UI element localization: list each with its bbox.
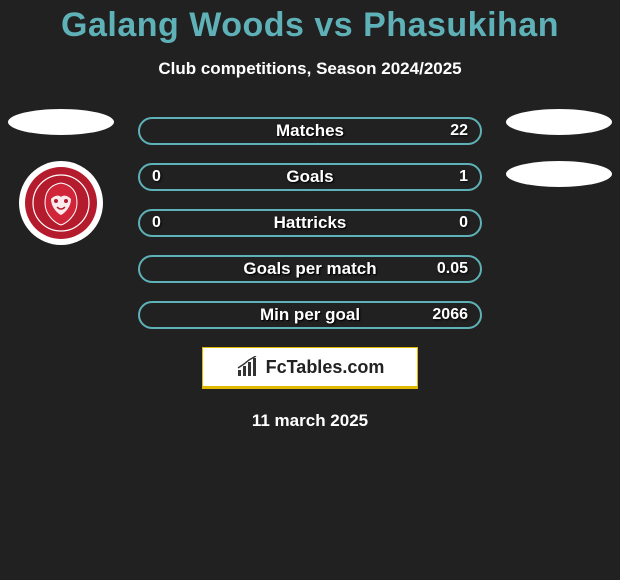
stat-label: Goals: [286, 167, 333, 187]
footer-date: 11 march 2025: [0, 411, 620, 431]
stat-label: Matches: [276, 121, 344, 141]
stat-right-value: 0.05: [437, 260, 468, 278]
content-area: Matches 22 0 Goals 1 0 Hattricks 0 Goals…: [0, 117, 620, 431]
stats-table: Matches 22 0 Goals 1 0 Hattricks 0 Goals…: [138, 117, 482, 329]
stat-right-value: 22: [450, 122, 468, 140]
right-player-column: [506, 109, 612, 187]
widget-container: Galang Woods vs Phasukihan Club competit…: [0, 0, 620, 580]
stat-label: Hattricks: [274, 213, 347, 233]
subtitle: Club competitions, Season 2024/2025: [0, 59, 620, 79]
stat-left-value: 0: [152, 214, 161, 232]
page-title: Galang Woods vs Phasukihan: [0, 6, 620, 45]
stat-row: 0 Hattricks 0: [138, 209, 482, 237]
fctables-link[interactable]: FcTables.com: [202, 347, 418, 389]
player-right-avatar-placeholder: [506, 109, 612, 135]
stat-right-value: 2066: [432, 306, 468, 324]
stat-right-value: 1: [459, 168, 468, 186]
stat-row: 0 Goals 1: [138, 163, 482, 191]
stat-row: Min per goal 2066: [138, 301, 482, 329]
player-left-club-badge: [19, 161, 103, 245]
stat-row: Goals per match 0.05: [138, 255, 482, 283]
left-player-column: [8, 109, 114, 245]
stat-right-value: 0: [459, 214, 468, 232]
bar-chart-icon: [236, 356, 260, 378]
player-left-avatar-placeholder: [8, 109, 114, 135]
club-crest-icon: [25, 167, 97, 239]
stat-label: Goals per match: [243, 259, 376, 279]
player-right-club-placeholder: [506, 161, 612, 187]
stat-left-value: 0: [152, 168, 161, 186]
stat-label: Min per goal: [260, 305, 360, 325]
stat-row: Matches 22: [138, 117, 482, 145]
logo-text: FcTables.com: [266, 357, 385, 378]
